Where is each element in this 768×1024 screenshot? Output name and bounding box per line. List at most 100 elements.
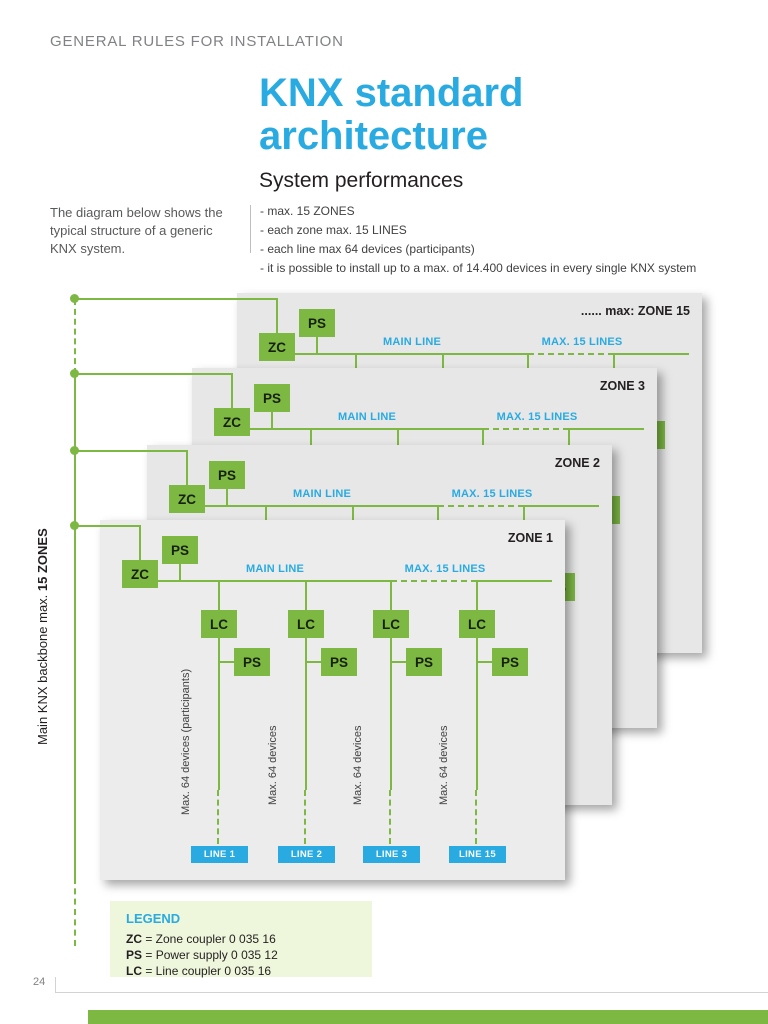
bullet-zones: - max. 15 ZONES bbox=[260, 204, 355, 218]
connector-line bbox=[390, 580, 392, 610]
power-supply-box: PS bbox=[162, 536, 198, 564]
power-supply-box: PS bbox=[321, 648, 357, 676]
page-eyebrow: GENERAL RULES FOR INSTALLATION bbox=[50, 33, 344, 50]
zone-panel-1: ZONE 1 ZC PS MAIN LINE MAX. 15 LINES LC … bbox=[100, 520, 565, 880]
main-line-label: MAIN LINE bbox=[337, 411, 397, 423]
main-line-dashed bbox=[391, 580, 477, 582]
backbone-branch-line bbox=[75, 525, 141, 527]
backbone-branch-line bbox=[231, 373, 233, 410]
connector-line bbox=[476, 580, 478, 610]
zone-title: ...... max: ZONE 15 bbox=[580, 304, 690, 318]
main-line bbox=[205, 505, 438, 507]
zone-coupler-box: ZC bbox=[122, 560, 158, 588]
device-count-label: Max. 64 devices bbox=[267, 725, 279, 805]
legend-item-ps: PS = Power supply 0 035 12 bbox=[126, 947, 356, 963]
page-title: KNX standard architecture bbox=[259, 72, 524, 158]
performance-bullets: - max. 15 ZONES - each zone max. 15 LINE… bbox=[260, 202, 765, 278]
backbone-branch-line bbox=[139, 525, 141, 562]
legend-abbr: LC bbox=[126, 964, 142, 978]
max-lines-label: MAX. 15 LINES bbox=[496, 411, 578, 423]
backbone-branch-line bbox=[186, 450, 188, 487]
legend-item-zc: ZC = Zone coupler 0 035 16 bbox=[126, 931, 356, 947]
intro-paragraph: The diagram below shows the typical stru… bbox=[50, 205, 223, 256]
vertical-divider bbox=[250, 205, 251, 253]
page-title-line1: KNX standard bbox=[259, 71, 524, 115]
line-coupler-box: LC bbox=[373, 610, 409, 638]
zone-title: ZONE 3 bbox=[599, 379, 645, 393]
power-supply-box: PS bbox=[492, 648, 528, 676]
bullet-lines: - each zone max. 15 LINES bbox=[260, 223, 407, 237]
connector-line bbox=[397, 428, 399, 458]
zone-coupler-box: ZC bbox=[259, 333, 295, 361]
backbone-dashed-bottom bbox=[74, 878, 76, 946]
page-number: 24 bbox=[33, 976, 46, 988]
backbone-node-dot bbox=[70, 294, 79, 303]
line-coupler-box: LC bbox=[288, 610, 324, 638]
device-line bbox=[476, 638, 478, 790]
main-line bbox=[250, 428, 483, 430]
backbone-branch-line bbox=[75, 450, 188, 452]
backbone-dashed-top bbox=[74, 299, 76, 374]
max-lines-label: MAX. 15 LINES bbox=[541, 336, 623, 348]
backbone-branch-line bbox=[276, 298, 278, 335]
main-line-dashed bbox=[438, 505, 524, 507]
max-lines-label: MAX. 15 LINES bbox=[404, 563, 486, 575]
legend-text: = Power supply 0 035 12 bbox=[142, 948, 278, 962]
legend-text: = Zone coupler 0 035 16 bbox=[142, 932, 276, 946]
connector-line bbox=[219, 661, 235, 663]
backbone-branch-line bbox=[75, 373, 233, 375]
connector-line bbox=[305, 580, 307, 610]
main-line bbox=[614, 353, 689, 355]
power-supply-box: PS bbox=[254, 384, 290, 412]
page-title-line2: architecture bbox=[259, 114, 488, 158]
backbone-node-dot bbox=[70, 521, 79, 530]
power-supply-box: PS bbox=[299, 309, 335, 337]
legend-title: LEGEND bbox=[126, 911, 181, 926]
backbone-line bbox=[74, 374, 76, 878]
device-line bbox=[390, 638, 392, 790]
connector-line bbox=[391, 661, 407, 663]
backbone-label-text: Main KNX backbone max. bbox=[35, 591, 50, 745]
line-coupler-box: LC bbox=[201, 610, 237, 638]
device-count-label: Max. 64 devices bbox=[352, 725, 364, 805]
connector-line bbox=[218, 580, 220, 610]
power-supply-box: PS bbox=[406, 648, 442, 676]
footer-green-bar bbox=[88, 1010, 768, 1024]
device-line-dashed bbox=[217, 790, 219, 844]
power-supply-box: PS bbox=[209, 461, 245, 489]
max-lines-label: MAX. 15 LINES bbox=[451, 488, 533, 500]
device-count-label: Max. 64 devices (participants) bbox=[180, 668, 192, 815]
line-badge: LINE 3 bbox=[363, 846, 420, 863]
main-line bbox=[295, 353, 528, 355]
zone-coupler-box: ZC bbox=[214, 408, 250, 436]
bullet-devices: - each line max 64 devices (participants… bbox=[260, 242, 475, 256]
connector-line bbox=[226, 489, 228, 506]
section-heading: System performances bbox=[259, 169, 464, 192]
main-line-label: MAIN LINE bbox=[382, 336, 442, 348]
device-line bbox=[305, 638, 307, 790]
legend-item-lc: LC = Line coupler 0 035 16 bbox=[126, 963, 356, 979]
device-line-dashed bbox=[304, 790, 306, 844]
backbone-label-bold: 15 ZONES bbox=[35, 528, 50, 592]
connector-line bbox=[316, 337, 318, 354]
backbone-rotated-label: Main KNX backbone max. 15 ZONES bbox=[35, 528, 51, 745]
main-line bbox=[158, 580, 391, 582]
line-badge: LINE 15 bbox=[449, 846, 506, 863]
main-line bbox=[524, 505, 599, 507]
connector-line bbox=[568, 428, 570, 458]
legend-box: LEGEND ZC = Zone coupler 0 035 16 PS = P… bbox=[110, 901, 372, 979]
connector-line bbox=[179, 564, 181, 581]
device-line-dashed bbox=[475, 790, 477, 844]
device-line-dashed bbox=[389, 790, 391, 844]
connector-line bbox=[306, 661, 322, 663]
legend-abbr: ZC bbox=[126, 932, 142, 946]
main-line-label: MAIN LINE bbox=[245, 563, 305, 575]
legend-abbr: PS bbox=[126, 948, 143, 962]
zone-title: ZONE 1 bbox=[507, 531, 553, 545]
zone-coupler-box: ZC bbox=[169, 485, 205, 513]
device-line bbox=[218, 638, 220, 790]
line-coupler-box: LC bbox=[459, 610, 495, 638]
device-count-label: Max. 64 devices bbox=[438, 725, 450, 805]
backbone-branch-line bbox=[75, 298, 278, 300]
zone-title: ZONE 2 bbox=[554, 456, 600, 470]
